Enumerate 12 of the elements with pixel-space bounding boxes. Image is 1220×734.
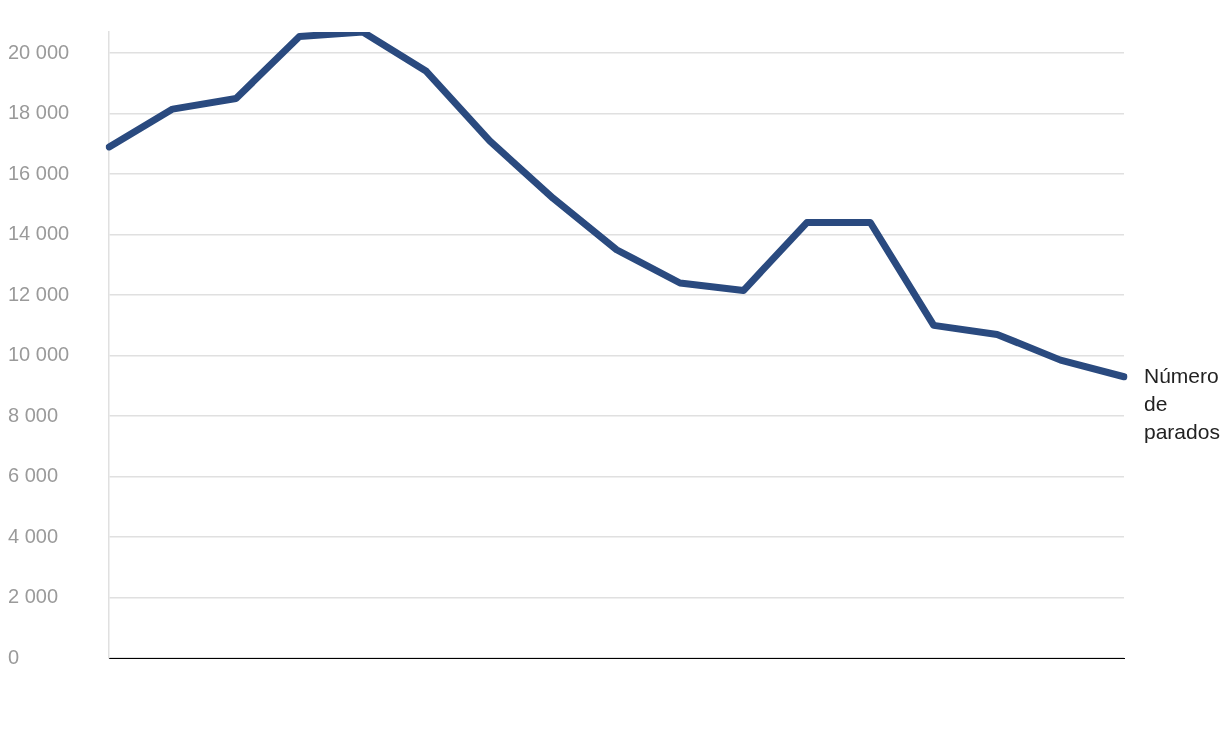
y-tick-label: 2 000: [8, 585, 59, 608]
y-tick-label: 18 000: [8, 101, 70, 124]
y-tick-label: 8 000: [8, 403, 59, 426]
y-tick-label: 20 000: [8, 40, 70, 63]
y-tick-label: 10 000: [8, 343, 70, 366]
y-tick-label: 14 000: [8, 222, 70, 245]
y-tick-label: 12 000: [8, 282, 70, 305]
y-tick-label: 0: [8, 645, 20, 668]
y-tick-label: 16 000: [8, 161, 70, 184]
y-tick-label: 6 000: [8, 464, 59, 487]
series-label: Número de parados: [1144, 363, 1220, 443]
y-tick-label: 4 000: [8, 524, 59, 547]
